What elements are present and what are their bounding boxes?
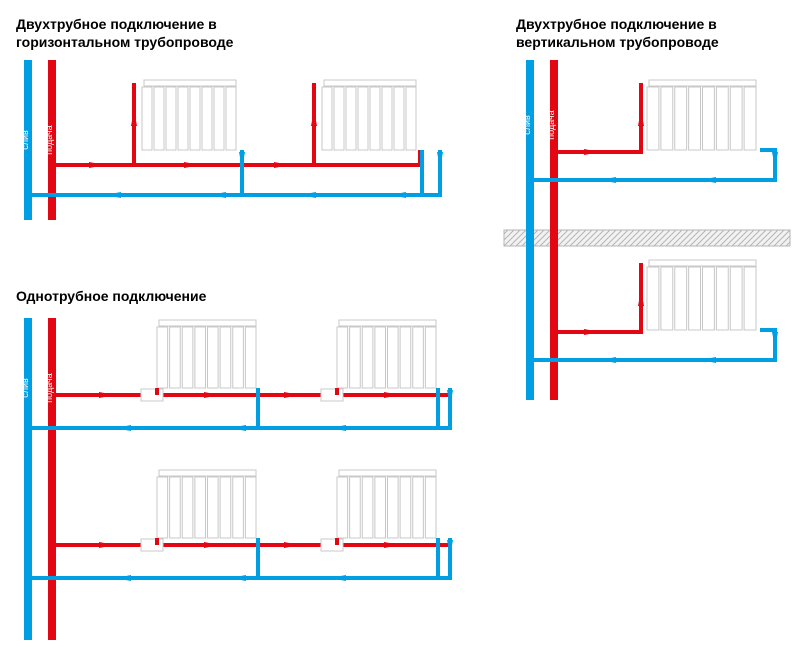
svg-text:подача: подача xyxy=(546,110,556,139)
svg-text:слив: слив xyxy=(20,130,30,150)
svg-text:подача: подача xyxy=(44,125,54,154)
piping-diagram: слив подача слив подача слив подача xyxy=(0,0,800,660)
svg-text:слив: слив xyxy=(20,378,30,398)
svg-text:подача: подача xyxy=(44,373,54,402)
svg-text:слив: слив xyxy=(522,115,532,135)
